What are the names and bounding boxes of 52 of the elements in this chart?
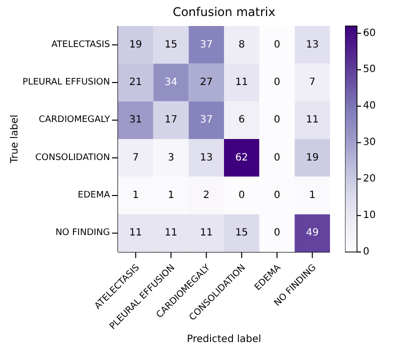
data-label: 11 — [129, 228, 142, 239]
color-bar-label: 0 — [363, 246, 370, 258]
data-label: 19 — [129, 39, 142, 50]
y-tick-label: CARDIOMEGALY — [38, 115, 110, 126]
chart-title: Confusion matrix — [172, 5, 276, 19]
y-tick-label: ATELECTASIS — [51, 40, 110, 50]
data-label: 0 — [274, 228, 280, 239]
data-label: 11 — [164, 228, 178, 239]
data-label: 49 — [306, 228, 319, 239]
data-label: 15 — [164, 39, 178, 50]
data-label: 34 — [164, 77, 178, 88]
y-tick-label: CONSOLIDATION — [35, 152, 110, 163]
data-label: 13 — [200, 152, 213, 164]
color-bar-label: 20 — [363, 174, 376, 185]
data-label: 0 — [238, 190, 245, 201]
data-label: 11 — [306, 114, 319, 126]
data-label: 1 — [168, 190, 174, 201]
x-axis-title: Predicted label — [186, 334, 262, 344]
data-label: 0 — [274, 114, 280, 126]
data-label: 15 — [235, 228, 248, 239]
data-label: 31 — [129, 114, 142, 126]
data-label: 62 — [235, 152, 248, 164]
data-label: 17 — [164, 114, 178, 126]
y-axis-title: True label — [10, 114, 21, 164]
data-label: 21 — [129, 77, 142, 88]
data-label: 37 — [200, 114, 213, 126]
data-label: 11 — [200, 228, 213, 239]
data-label: 7 — [309, 77, 316, 88]
data-label: 3 — [168, 152, 174, 164]
color-bar-label: 40 — [363, 100, 376, 112]
color-bar-label: 10 — [363, 210, 376, 222]
data-label: 0 — [274, 152, 280, 164]
color-bar-label: 60 — [363, 28, 376, 39]
data-label: 8 — [238, 39, 245, 50]
data-label: 0 — [274, 190, 280, 201]
color-bar-label: 30 — [363, 137, 376, 148]
color-bar-label: 50 — [363, 64, 376, 76]
data-label: 37 — [200, 39, 213, 50]
data-label: 27 — [200, 77, 213, 88]
y-tick-label: EDEMA — [78, 190, 111, 200]
data-label: 1 — [132, 190, 139, 201]
data-label: 1 — [309, 190, 316, 201]
data-label: 0 — [274, 39, 280, 50]
y-tick-label: NO FINDING — [55, 228, 110, 238]
data-label: 6 — [238, 114, 245, 126]
data-label: 19 — [306, 152, 319, 164]
data-label: 7 — [132, 152, 139, 164]
data-label: 0 — [274, 77, 280, 88]
data-label: 13 — [306, 39, 319, 50]
data-label: 2 — [203, 190, 210, 201]
data-label: 11 — [235, 77, 248, 88]
y-tick-label: PLEURAL EFFUSION — [22, 78, 110, 88]
